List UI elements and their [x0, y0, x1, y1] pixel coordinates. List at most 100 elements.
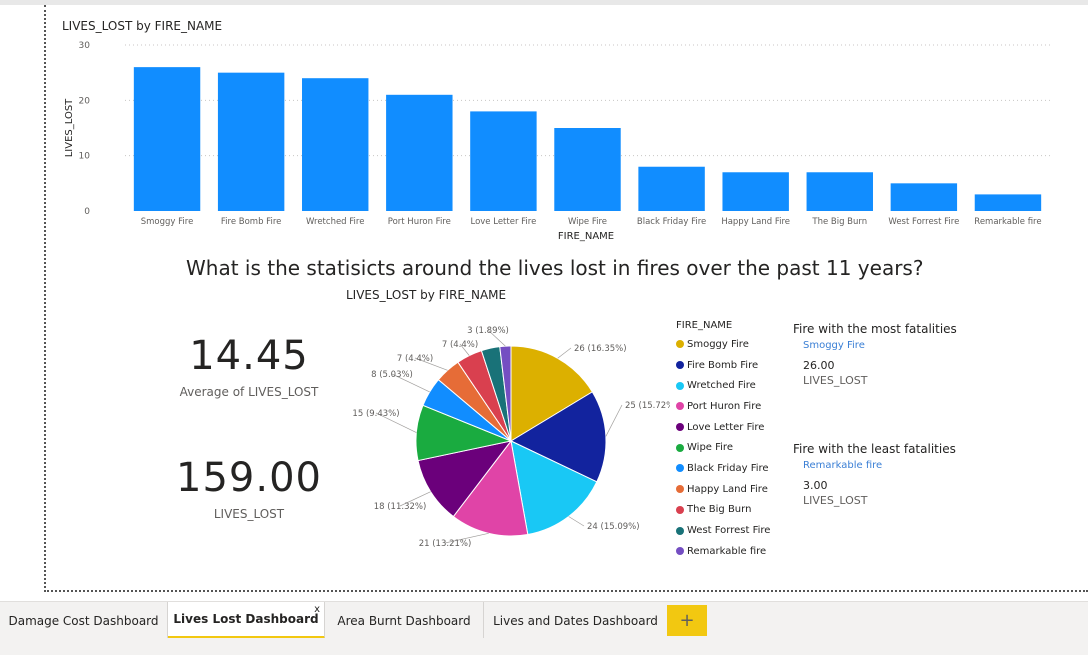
x-tick-label: Smoggy Fire	[141, 217, 194, 227]
total-card-value: 159.00	[176, 455, 322, 501]
most-fatal-value: 26.00	[803, 359, 835, 372]
tab-label: Damage Cost Dashboard	[8, 613, 159, 628]
legend-item[interactable]: Happy Land Fire	[676, 479, 770, 500]
x-tick-label: The Big Burn	[811, 217, 867, 227]
tab-label: Area Burnt Dashboard	[337, 613, 471, 628]
legend-item[interactable]: West Forrest Fire	[676, 520, 770, 541]
legend-item[interactable]: Wretched Fire	[676, 375, 770, 396]
close-icon[interactable]: x	[314, 604, 320, 615]
data-label: 25 (15.72%)	[625, 401, 670, 411]
bar-chart[interactable]: 0 10 20 30 Smoggy Fire Fire Bomb Fire Wretched…	[0, 0, 1088, 250]
legend-label: Love Letter Fire	[687, 421, 765, 433]
leader-line	[557, 347, 572, 359]
bar[interactable]	[974, 194, 1042, 211]
legend-marker	[676, 526, 684, 535]
bar[interactable]	[554, 128, 621, 211]
bar[interactable]	[302, 78, 369, 211]
legend-item[interactable]: Smoggy Fire	[676, 334, 770, 355]
most-fatal-title: Fire with the most fatalities	[793, 322, 957, 336]
legend-label: Happy Land Fire	[687, 483, 768, 495]
bar-chart-title: LIVES_LOST by FIRE_NAME	[62, 19, 223, 33]
y-axis-label: LIVES_LOST	[64, 98, 75, 157]
data-label: 7 (4.4%)	[397, 354, 433, 364]
bar[interactable]	[386, 94, 453, 211]
legend-marker	[676, 443, 684, 452]
tab-label: Lives and Dates Dashboard	[493, 613, 658, 628]
pie-chart-title: LIVES_LOST by FIRE_NAME	[346, 288, 507, 302]
bar[interactable]	[470, 111, 537, 211]
pie-slice[interactable]	[452, 439, 529, 537]
least-fatal-name[interactable]: Remarkable fire	[803, 460, 883, 471]
bar[interactable]	[133, 67, 201, 211]
x-tick-label: Wipe Fire	[568, 217, 607, 227]
status-bar	[0, 638, 1088, 655]
data-label: 24 (15.09%)	[587, 522, 640, 532]
bar[interactable]	[890, 183, 958, 211]
least-fatal-label: LIVES_LOST	[803, 494, 868, 507]
legend-label: West Forrest Fire	[687, 525, 771, 537]
legend-item[interactable]: Love Letter Fire	[676, 417, 770, 438]
least-fatal-card: Fire with the least fatalities Remarkabl…	[793, 442, 956, 507]
bar[interactable]	[806, 172, 873, 211]
leader-line	[375, 412, 417, 433]
legend-marker	[676, 361, 684, 370]
tab-label: Lives Lost Dashboard	[173, 612, 319, 626]
legend-label: Wretched Fire	[687, 380, 756, 392]
data-label: 15 (9.43%)	[352, 409, 399, 419]
pie-legend: FIRE_NAME Smoggy Fire Fire Bomb Fire Wretc…	[676, 320, 770, 562]
legend-marker	[676, 505, 684, 514]
bar[interactable]	[217, 72, 285, 212]
legend-marker	[676, 485, 684, 494]
most-fatal-name[interactable]: Smoggy Fire	[803, 340, 865, 351]
legend-marker	[676, 423, 684, 432]
data-label: 26 (16.35%)	[574, 344, 627, 354]
total-card-label: LIVES_LOST	[213, 507, 285, 521]
data-label: 7 (4.4%)	[442, 340, 478, 350]
most-fatal-card: Fire with the most fatalities Smoggy Fir…	[793, 322, 957, 387]
x-tick-label: Love Letter Fire	[470, 217, 536, 227]
tab-area-burnt-dashboard[interactable]: Area Burnt Dashboard	[325, 602, 484, 639]
legend-item[interactable]: Port Huron Fire	[676, 396, 770, 417]
top-bar	[0, 0, 1088, 5]
legend-marker	[676, 464, 684, 473]
legend-marker	[676, 340, 684, 349]
leader-line	[414, 357, 448, 371]
bar[interactable]	[638, 166, 705, 211]
legend-title: FIRE_NAME	[676, 320, 733, 331]
legend-item[interactable]: Remarkable fire	[676, 541, 770, 562]
leader-line	[568, 516, 585, 527]
leader-line	[487, 329, 506, 347]
x-tick-label: Black Friday Fire	[637, 217, 706, 227]
legend-item[interactable]: The Big Burn	[676, 500, 770, 521]
legend-label: The Big Burn	[687, 504, 752, 516]
bar[interactable]	[722, 172, 789, 211]
legend-item[interactable]: Wipe Fire	[676, 437, 770, 458]
x-tick-label: Remarkable fire	[974, 217, 1041, 227]
legend-item[interactable]: Black Friday Fire	[676, 458, 770, 479]
tab-damage-cost-dashboard[interactable]: Damage Cost Dashboard	[0, 602, 168, 639]
add-page-button[interactable]: +	[667, 605, 707, 636]
question-text: What is the statisicts around the lives …	[186, 256, 924, 280]
data-label: 3 (1.89%)	[467, 326, 509, 336]
tab-lives-and-dates-dashboard[interactable]: Lives and Dates Dashboard	[484, 602, 667, 639]
x-tick-label: West Forrest Fire	[888, 217, 959, 227]
legend-item[interactable]: Fire Bomb Fire	[676, 355, 770, 376]
y-tick-label: 30	[79, 41, 91, 51]
pie-slice[interactable]	[510, 345, 594, 442]
y-tick-label: 20	[79, 96, 91, 106]
average-card-label: Average of LIVES_LOST	[179, 385, 319, 399]
least-fatal-title: Fire with the least fatalities	[793, 442, 956, 456]
leader-line	[605, 404, 623, 437]
pie-chart[interactable]: 26 (16.35%) 25 (15.72%) 24 (15.09%) 21 (13.…	[340, 315, 670, 565]
legend-label: Port Huron Fire	[687, 400, 762, 412]
legend-label: Black Friday Fire	[687, 462, 769, 474]
x-tick-label: Happy Land Fire	[721, 217, 790, 227]
y-tick-label: 0	[84, 207, 90, 217]
leader-line	[459, 343, 470, 356]
tab-lives-lost-dashboard[interactable]: Lives Lost Dashboard x	[168, 602, 325, 639]
x-tick-label: Fire Bomb Fire	[221, 217, 281, 227]
leader-line	[399, 491, 431, 507]
legend-marker	[676, 402, 684, 411]
pie-slice[interactable]	[417, 440, 513, 518]
average-card-value: 14.45	[189, 333, 309, 379]
